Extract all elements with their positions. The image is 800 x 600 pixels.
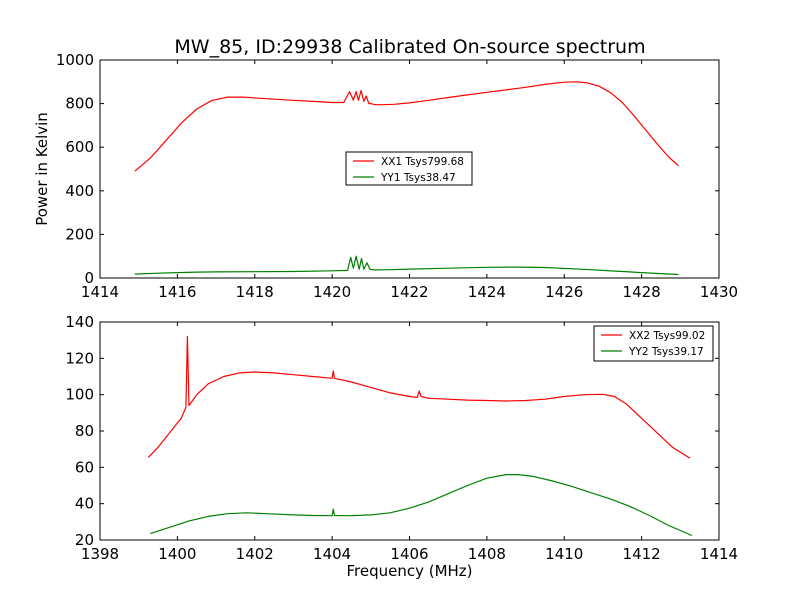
- bottom-plot-series-line-xx: [147, 335, 691, 459]
- top-plot-y-axis-label: Power in Kelvin: [33, 112, 51, 226]
- bottom-plot-x-tick-label: 1414: [700, 545, 738, 563]
- top-plot-y-tick-label: 400: [65, 182, 94, 200]
- top-plot-y-tick-label: 1000: [56, 51, 94, 69]
- top-plot-y-tick-label: 600: [65, 138, 94, 156]
- bottom-plot-y-tick-label: 80: [75, 422, 94, 440]
- bottom-plot-x-axis-label: Frequency (MHz): [346, 562, 472, 580]
- bottom-plot-x-tick-label: 1400: [158, 545, 196, 563]
- top-plot-x-tick-label: 1422: [390, 283, 428, 301]
- top-plot-legend: XX1 Tsys799.68 YY1 Tsys38.47: [345, 151, 473, 186]
- top-plot-x-tick-label: 1426: [545, 283, 583, 301]
- bottom-plot-legend: XX2 Tsys99.02 YY2 Tsys39.17: [593, 325, 714, 362]
- top-plot-legend-box: [345, 151, 473, 186]
- bottom-plot-x-tick-label: 1402: [236, 545, 274, 563]
- bottom-plot-legend-label: YY2 Tsys39.17: [628, 346, 704, 358]
- top-plot-x-tick-label: 1424: [468, 283, 506, 301]
- bottom-plot-y-tick-label: 100: [65, 386, 94, 404]
- bottom-plot-y-tick-label: 20: [75, 531, 94, 549]
- top-plot: 1414 1416 1418 1420 1422 1424 1426 1428 1430 0 200…: [33, 51, 738, 301]
- top-plot-y-tick-label: 200: [65, 225, 94, 243]
- top-plot-x-tick-label: 1416: [158, 283, 196, 301]
- bottom-plot-y-tick-label: 40: [75, 495, 94, 513]
- bottom-plot-legend-label: XX2 Tsys99.02: [629, 330, 705, 342]
- top-plot-series: [134, 81, 679, 276]
- top-plot-ticks: 1414 1416 1418 1420 1422 1424 1426 1428 1430 0 200…: [56, 51, 738, 301]
- bottom-plot-y-tick-label: 120: [65, 349, 94, 367]
- bottom-plot-x-tick-label: 1404: [313, 545, 351, 563]
- top-plot-series-line-xx: [134, 81, 679, 172]
- top-plot-y-tick-label: 800: [65, 95, 94, 113]
- top-plot-x-tick-label: 1428: [623, 283, 661, 301]
- top-plot-x-tick-label: 1418: [236, 283, 274, 301]
- top-plot-series-line-yy: [134, 255, 679, 276]
- bottom-plot-x-tick-label: 1406: [390, 545, 428, 563]
- top-plot-x-tick-label: 1420: [313, 283, 351, 301]
- bottom-plot-x-tick-label: 1398: [81, 545, 119, 563]
- figure-title: MW_85, ID:29938 Calibrated On-source spe…: [174, 36, 645, 58]
- bottom-plot-legend-box: [593, 325, 714, 362]
- top-plot-legend-label: YY1 Tsys38.47: [380, 172, 456, 184]
- top-plot-y-tick-label: 0: [84, 269, 94, 287]
- bottom-plot-y-tick-label: 60: [75, 458, 94, 476]
- bottom-plot-y-tick-label: 140: [65, 313, 94, 331]
- bottom-plot-x-tick-label: 1408: [468, 545, 506, 563]
- bottom-plot-x-tick-label: 1412: [623, 545, 661, 563]
- top-plot-x-tick-label: 1430: [700, 283, 738, 301]
- top-plot-x-tick-label: 1414: [81, 283, 119, 301]
- bottom-plot-x-tick-label: 1410: [545, 545, 583, 563]
- bottom-plot-ticks: 1398 1400 1402 1404 1406 1408 1410 1412 1414 20 40…: [65, 313, 738, 563]
- bottom-plot-series-line-yy: [150, 474, 693, 537]
- bottom-plot: 1398 1400 1402 1404 1406 1408 1410 1412 1414 20 40…: [65, 313, 738, 580]
- bottom-plot-series: [147, 335, 693, 537]
- top-plot-legend-label: XX1 Tsys799.68: [381, 156, 464, 168]
